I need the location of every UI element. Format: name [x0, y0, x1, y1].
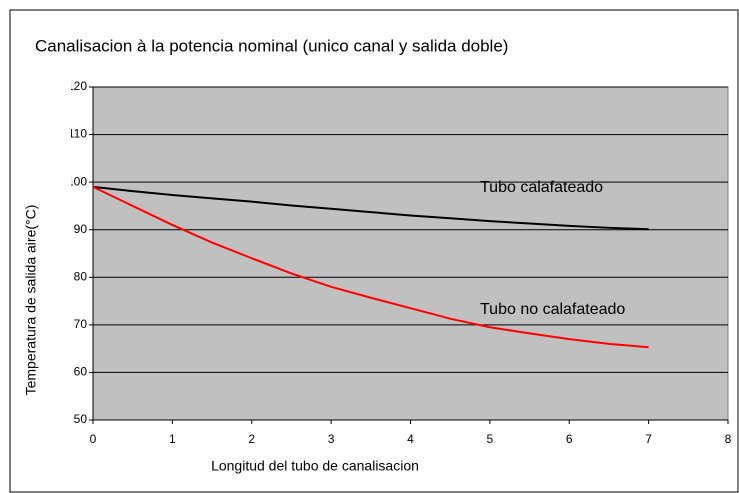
x-tick-label: 2 [248, 432, 255, 446]
y-tick-labels: 50 60 70 80 90 100 110 120 [67, 79, 88, 426]
x-tick-label: 3 [328, 432, 335, 446]
line-series [92, 185, 649, 231]
annotation: Tubo calafateado [480, 179, 603, 196]
x-tick-label: 1 [169, 432, 176, 446]
y-axis-label: Temperatura de salida aire(°C) [23, 205, 39, 396]
y-tick-label: 110 [68, 127, 87, 141]
y-tick-label: 100 [67, 174, 87, 188]
x-tick-label: 4 [407, 432, 414, 446]
x-tick-label: 8 [725, 432, 732, 446]
y-tick-label: 50 [74, 412, 88, 426]
x-axis-label: Longitud del tubo de canalisacion [211, 458, 419, 474]
y-tick-label: 120 [67, 79, 87, 93]
x-tick-label: 6 [566, 432, 573, 446]
y-tick-label: 90 [74, 222, 88, 236]
y-tick-label: 60 [74, 365, 88, 379]
chart-title: Canalisacion à la potencia nominal (unic… [35, 36, 508, 55]
line-series [92, 185, 649, 349]
x-tick-label: 7 [645, 432, 652, 446]
annotation: Tubo no calafateado [480, 301, 625, 318]
plot: 50 60 70 80 90 100 110 120 0 1 2 3 4 5 6 7 8 Tubo calafat… [67, 79, 732, 446]
y-tick-label: 70 [74, 317, 88, 331]
x-tick-label: 0 [90, 432, 97, 446]
x-tick-label: 5 [487, 432, 494, 446]
y-tick-label: 80 [74, 269, 88, 283]
plot-area [92, 86, 729, 421]
